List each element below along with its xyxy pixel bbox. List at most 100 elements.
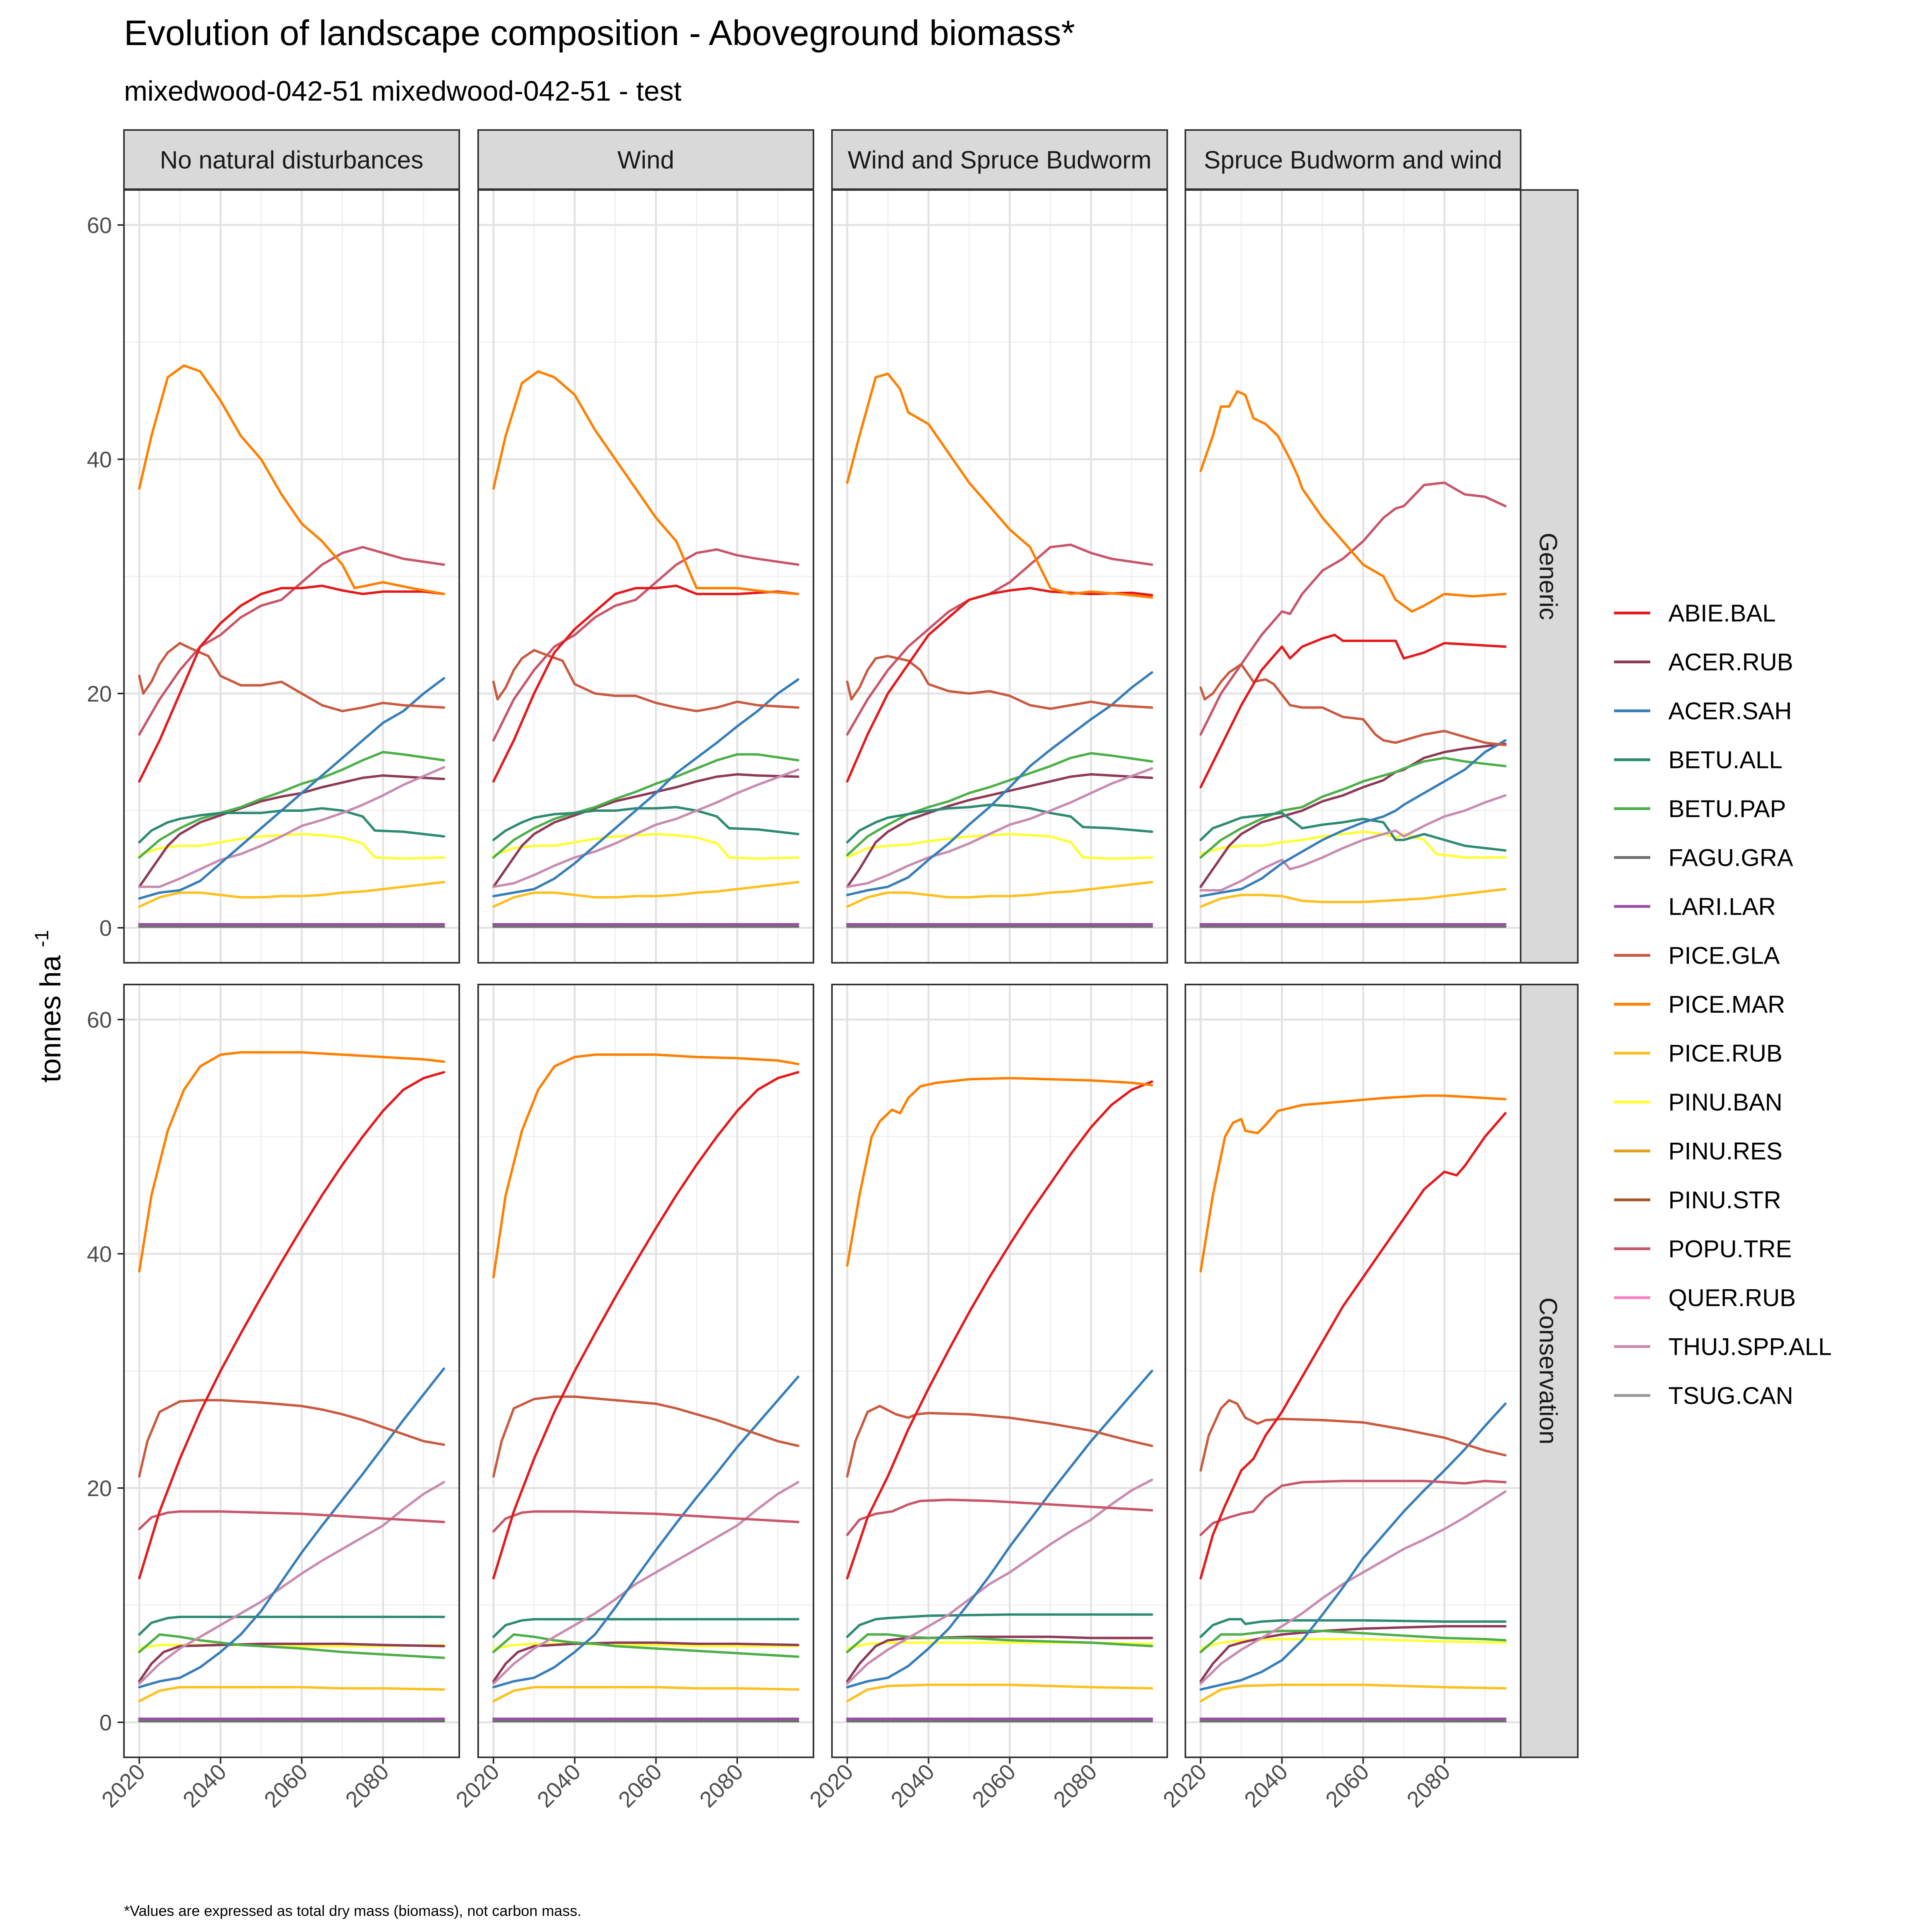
panel-generic-wind-and-spruce-budworm (831, 189, 1168, 964)
series-line-betu-all (138, 807, 445, 844)
series-line-betu-pap (1199, 757, 1507, 859)
series-line-abie-bal (492, 584, 799, 783)
y-tick-label: 20 (87, 1476, 112, 1501)
series-line-betu-all (846, 1613, 1153, 1638)
legend-label: FAGU.GRA (1668, 844, 1793, 871)
series-line-popu-tre (138, 546, 445, 736)
legend-item-lari-lar: LARI.LAR (1614, 893, 1776, 920)
legend-item-popu-tre: POPU.TRE (1614, 1236, 1792, 1263)
legend-label: PINU.RES (1668, 1138, 1782, 1165)
series-line-pinu-ban (1199, 1638, 1507, 1650)
series-line-betu-all (492, 1618, 799, 1638)
panel-generic-wind (477, 189, 814, 964)
legend-item-pinu-ban: PINU.BAN (1614, 1089, 1782, 1116)
series-line-pice-rub (492, 1686, 799, 1703)
legend-item-betu-all: BETU.ALL (1614, 747, 1782, 774)
series-line-thuj-spp-all (846, 1478, 1153, 1685)
legend: ABIE.BAL ACER.RUB ACER.SAH BETU.ALL BETU.PAP… (1614, 600, 1832, 1409)
legend-label: PICE.GLA (1668, 942, 1780, 969)
series-line-pice-rub (138, 881, 445, 908)
panel-border (123, 984, 460, 1758)
legend-label: QUER.RUB (1668, 1284, 1796, 1311)
series-line-betu-all (138, 1616, 445, 1636)
y-axis-label: tonnes ha -1 (31, 930, 67, 1083)
y-tick-label: 60 (87, 213, 112, 238)
legend-item-pice-gla: PICE.GLA (1614, 942, 1780, 969)
legend-label: PINU.BAN (1668, 1089, 1782, 1116)
legend-label: ACER.SAH (1668, 698, 1792, 724)
panel-border (123, 189, 460, 964)
series-line-popu-tre (492, 548, 799, 742)
series-line-abie-bal (1199, 634, 1507, 788)
column-strip-label: No natural disturbances (160, 147, 423, 174)
series-line-pice-rub (138, 1686, 445, 1703)
chart-subtitle: mixedwood-042-51 mixedwood-042-51 - test (124, 75, 681, 107)
series-line-acer-rub (1199, 1625, 1507, 1683)
legend-label: BETU.PAP (1668, 795, 1786, 822)
series-line-betu-all (846, 803, 1153, 844)
panel-border (477, 189, 814, 964)
legend-item-acer-rub: ACER.RUB (1614, 649, 1793, 676)
series-line-betu-pap (846, 1633, 1153, 1653)
series-line-popu-tre (846, 1499, 1153, 1536)
legend-label: PICE.MAR (1668, 991, 1785, 1018)
series-line-pice-rub (846, 1683, 1153, 1703)
series-line-thuj-spp-all (492, 768, 799, 888)
series-line-abie-bal (492, 1071, 799, 1580)
row-strip-label: Generic (1534, 533, 1562, 620)
y-tick-label: 40 (87, 447, 112, 472)
series-line-betu-pap (1199, 1630, 1507, 1653)
row-strip-conservation (1519, 984, 1579, 1758)
panel-border (1185, 189, 1521, 964)
series-line-acer-rub (138, 774, 445, 888)
row-strip-generic (1519, 189, 1579, 964)
series-line-acer-sah (492, 678, 799, 898)
legend-item-fagu-gra: FAGU.GRA (1614, 844, 1793, 871)
series-line-acer-sah (846, 671, 1153, 896)
series-line-acer-rub (1199, 743, 1507, 888)
series-line-acer-rub (846, 773, 1153, 888)
legend-item-pice-rub: PICE.RUB (1614, 1040, 1782, 1067)
series-line-betu-pap (846, 752, 1153, 857)
series-line-abie-bal (138, 1071, 445, 1580)
series-line-popu-tre (1199, 1480, 1507, 1536)
series-line-abie-bal (138, 584, 445, 783)
legend-item-pice-mar: PICE.MAR (1614, 991, 1785, 1018)
legend-label: POPU.TRE (1668, 1236, 1792, 1263)
series-line-pice-rub (846, 881, 1153, 908)
series-line-pice-gla (1199, 663, 1507, 746)
series-line-pice-mar (492, 370, 799, 595)
legend-item-pinu-res: PINU.RES (1614, 1138, 1782, 1165)
legend-item-quer-rub: QUER.RUB (1614, 1284, 1796, 1311)
series-line-acer-sah (492, 1375, 799, 1688)
legend-label: PICE.RUB (1668, 1040, 1782, 1067)
legend-label: BETU.ALL (1668, 747, 1782, 774)
facet-grid: No natural disturbances Wind Wind and Spru… (87, 129, 1579, 1812)
series-line-pice-rub (1199, 1683, 1507, 1703)
series-line-thuj-spp-all (1199, 1490, 1507, 1685)
column-strip-no-natural-disturbances (123, 129, 460, 190)
series-line-pice-mar (846, 372, 1153, 599)
series-line-pice-gla (1199, 1399, 1507, 1472)
series-line-popu-tre (492, 1510, 799, 1533)
series-line-betu-all (1199, 811, 1507, 852)
panel-border (831, 984, 1168, 1758)
panel-conservation-wind-and-spruce-budworm: 2020 2040 2060 2080 (805, 984, 1168, 1812)
footnote: *Values are expressed as total dry mass … (124, 1903, 582, 1919)
column-strip-label: Spruce Budworm and wind (1204, 147, 1502, 174)
legend-label: ABIE.BAL (1668, 600, 1776, 627)
panel-generic-spruce-budworm-and-wind (1185, 189, 1521, 964)
y-tick-label: 0 (99, 915, 112, 941)
series-line-pice-mar (1199, 1094, 1507, 1273)
series-line-popu-tre (1199, 481, 1507, 736)
series-line-pice-mar (1199, 390, 1507, 613)
legend-label: TSUG.CAN (1668, 1382, 1793, 1409)
series-line-acer-sah (138, 677, 445, 900)
series-line-pice-mar (138, 364, 445, 595)
series-line-abie-bal (1199, 1112, 1507, 1580)
series-line-pice-gla (492, 649, 799, 712)
chart-title: Evolution of landscape composition - Abo… (124, 13, 1075, 53)
series-line-acer-rub (492, 773, 799, 888)
column-strip-spruce-budworm-and-wind (1185, 129, 1521, 190)
